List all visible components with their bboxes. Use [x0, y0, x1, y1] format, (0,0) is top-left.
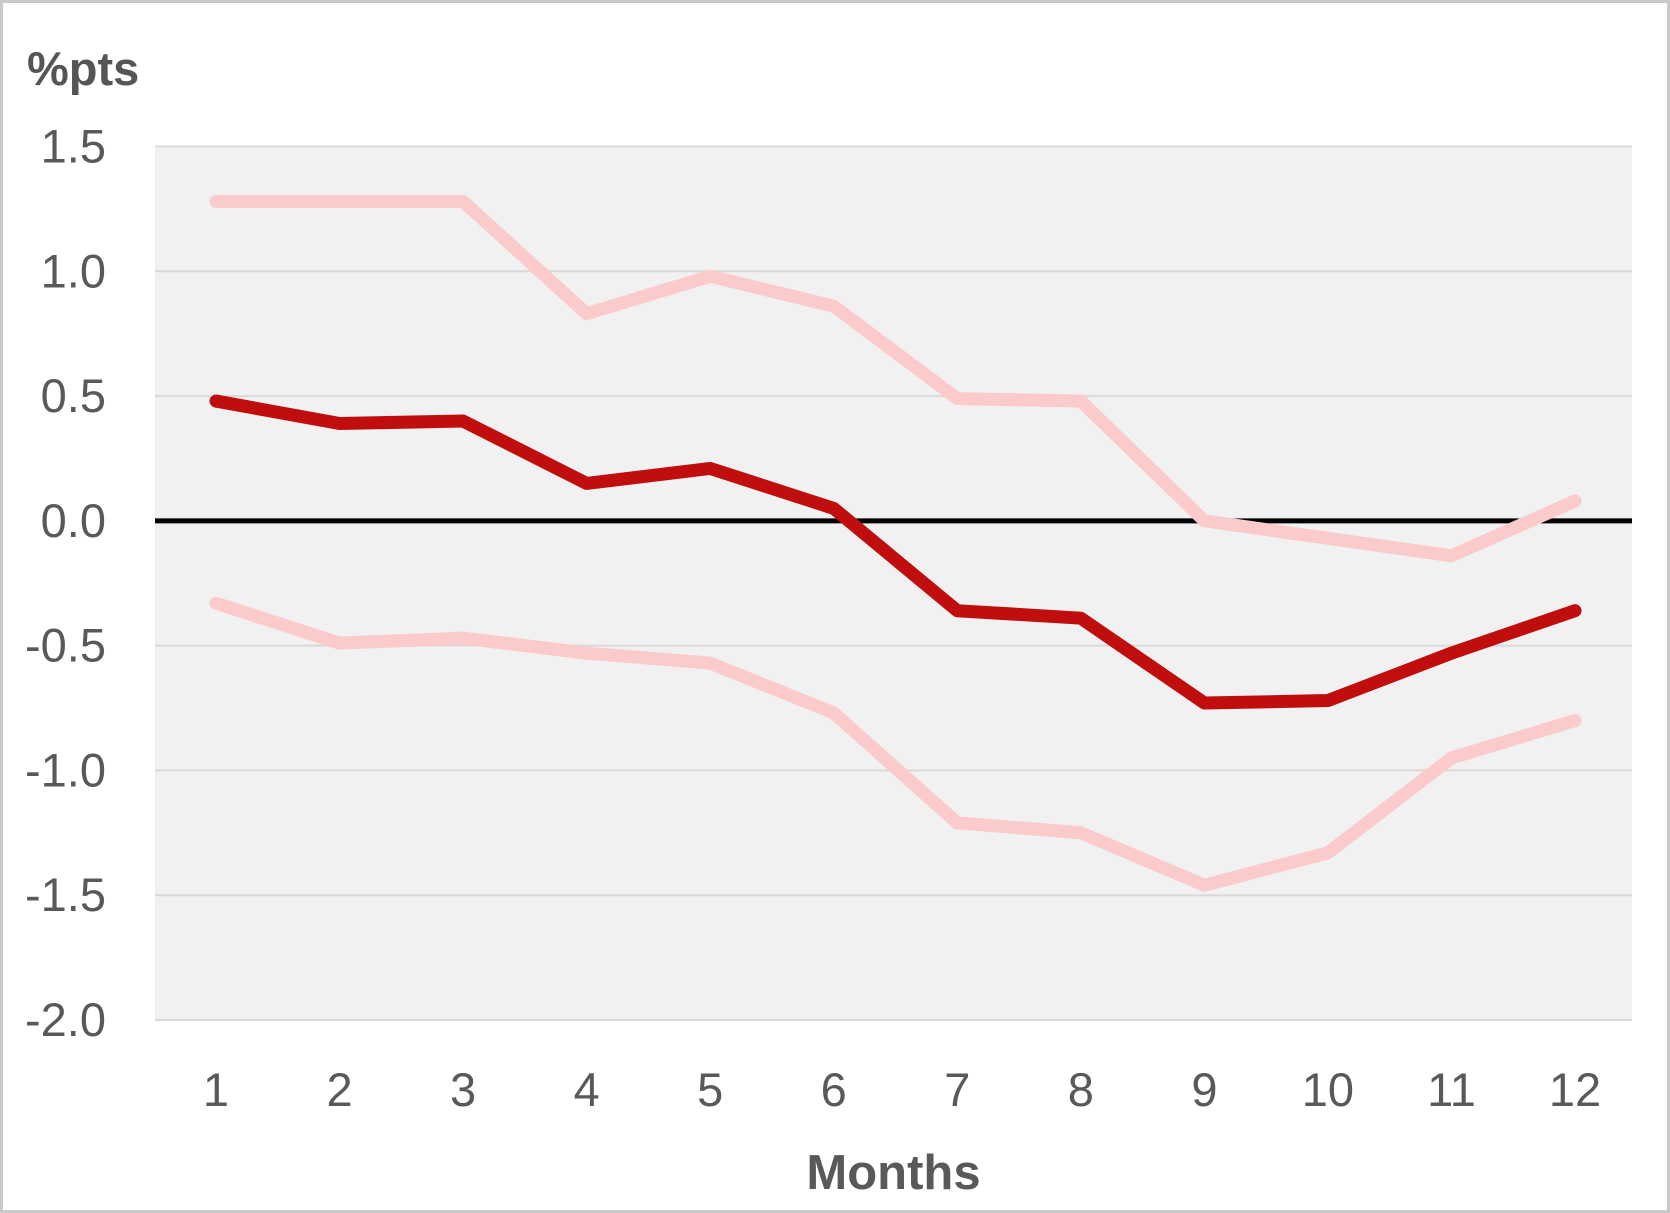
x-tick-label: 10 — [1302, 1063, 1354, 1116]
x-tick-label: 12 — [1549, 1063, 1601, 1116]
x-tick-label: 7 — [944, 1063, 970, 1116]
series-line-lower-band — [209, 596, 1582, 892]
y-tick-label: 0.0 — [41, 494, 106, 547]
x-tick-label: 11 — [1427, 1063, 1476, 1116]
series-line-central-estimate — [209, 394, 1582, 710]
series-line-upper-band — [209, 194, 1582, 563]
x-tick-label: 3 — [450, 1063, 476, 1116]
y-tick-label: -1.5 — [25, 868, 106, 921]
y-tick-label: -0.5 — [25, 619, 106, 672]
x-tick-label: 6 — [821, 1063, 847, 1116]
y-tick-label: -2.0 — [25, 993, 106, 1046]
x-axis-title: Months — [806, 1146, 981, 1200]
y-axis-title: %pts — [27, 42, 140, 95]
y-tick-label: 1.0 — [41, 244, 106, 297]
x-tick-label: 8 — [1068, 1063, 1094, 1116]
x-tick-label: 2 — [326, 1063, 352, 1116]
line-chart: 1.51.00.50.0-0.5-1.0-1.5-2.01 2 3 4 5 6 7 8 9 10 1… — [25, 120, 1632, 1116]
x-tick-label: 5 — [697, 1063, 723, 1116]
y-tick-label: 0.5 — [41, 369, 106, 422]
x-tick-label: 1 — [203, 1063, 229, 1116]
x-tick-label: 4 — [574, 1063, 600, 1116]
x-tick-label: 9 — [1191, 1063, 1217, 1116]
plot-area — [155, 146, 1632, 1020]
y-tick-label: 1.5 — [41, 120, 106, 173]
y-tick-label: -1.0 — [25, 743, 106, 796]
